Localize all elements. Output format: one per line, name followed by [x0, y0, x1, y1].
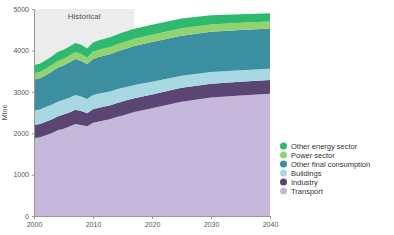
legend-swatch: [280, 152, 287, 159]
plot-area: [34, 9, 270, 216]
legend: Other energy sectorPower sectorOther fin…: [280, 142, 370, 196]
legend-swatch: [280, 170, 287, 177]
x-tick-mark: [152, 216, 153, 219]
legend-label: Other energy sector: [291, 142, 358, 151]
x-tick: 2020: [145, 216, 161, 228]
x-tick-mark: [270, 216, 271, 219]
y-axis-line: [32, 10, 35, 217]
annotation-label: Historical: [68, 12, 101, 21]
x-tick: 2000: [27, 216, 43, 228]
y-tick-label: 0: [25, 213, 29, 220]
x-tick: 2040: [263, 216, 279, 228]
chart: Historical 2000 2010 2020 2030 2040 0 1000 2000 3…: [0, 0, 394, 235]
y-tick-mark: [32, 133, 34, 134]
y-tick: 4000: [13, 47, 34, 54]
legend-swatch: [280, 179, 287, 186]
x-axis-line: [35, 217, 271, 220]
legend-swatch: [280, 143, 287, 150]
y-tick: 2000: [13, 130, 34, 137]
y-tick-mark: [32, 50, 34, 51]
x-tick: 2010: [86, 216, 102, 228]
y-tick: 3000: [13, 89, 34, 96]
y-tick: 0: [25, 213, 34, 220]
y-tick-mark: [32, 92, 34, 93]
y-tick-label: 1000: [13, 171, 29, 178]
x-tick-mark: [93, 216, 94, 219]
y-tick-label: 3000: [13, 89, 29, 96]
legend-label: Other final consumption: [291, 160, 370, 169]
y-tick-label: 5000: [13, 6, 29, 13]
y-tick-mark: [32, 175, 34, 176]
x-tick-mark: [211, 216, 212, 219]
legend-label: Industry: [291, 178, 318, 187]
y-tick-mark: [32, 9, 34, 10]
legend-label: Buildings: [291, 169, 322, 178]
legend-label: Power sector: [291, 151, 335, 160]
y-axis-title: Mtoe: [1, 105, 8, 121]
legend-label: Transport: [291, 187, 324, 196]
x-tick-label: 2020: [145, 221, 161, 228]
y-axis: 0 1000 2000 3000 4000 5000: [13, 6, 34, 220]
y-tick: 5000: [13, 6, 34, 13]
x-tick-label: 2030: [204, 221, 220, 228]
x-tick-label: 2010: [86, 221, 102, 228]
x-tick: 2030: [204, 216, 220, 228]
x-tick-label: 2000: [27, 221, 43, 228]
y-tick: 1000: [13, 171, 34, 178]
y-tick-mark: [32, 216, 34, 217]
x-axis: 2000 2010 2020 2030 2040: [27, 216, 279, 228]
legend-swatch: [280, 161, 287, 168]
x-tick-label: 2040: [263, 221, 279, 228]
legend-swatch: [280, 188, 287, 195]
area-series: [34, 13, 270, 73]
y-tick-label: 4000: [13, 47, 29, 54]
y-tick-label: 2000: [13, 130, 29, 137]
